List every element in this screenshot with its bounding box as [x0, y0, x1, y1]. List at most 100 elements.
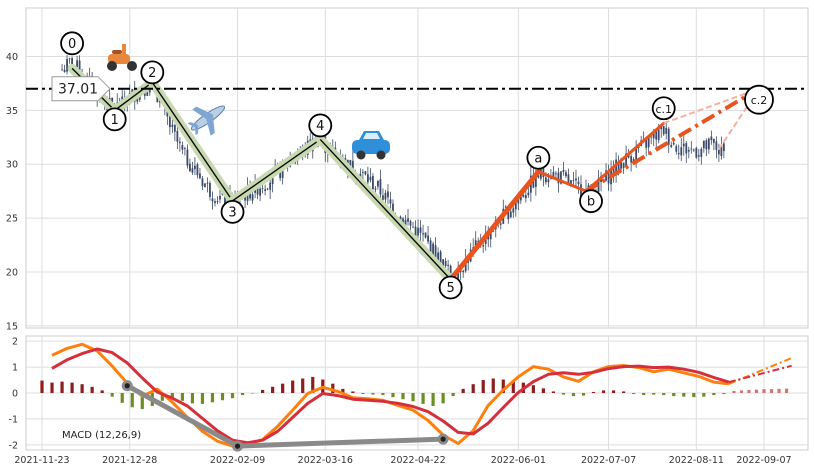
candle-body: [196, 164, 199, 176]
candle-body: [186, 149, 189, 166]
candle-body: [351, 160, 354, 175]
macd-y-tick-label: 1: [12, 363, 18, 374]
candle-body: [407, 218, 409, 222]
car-icon: [352, 131, 390, 160]
macd-histogram-projected-bar: [754, 389, 759, 393]
candle-body: [662, 126, 665, 135]
impulse-wave-line: [151, 81, 234, 202]
divergence-line: [121, 380, 449, 452]
macd-histogram-bar: [712, 393, 716, 396]
price-y-ticks: 15 20 25 30 35 40: [6, 52, 18, 332]
x-tick-label: 2022-03-16: [298, 455, 353, 466]
candle-body: [512, 208, 515, 213]
macd-histogram-bar: [341, 388, 345, 393]
price-y-tick-label: 30: [6, 160, 18, 171]
candle-body: [652, 132, 655, 139]
wave-label-circle: [579, 189, 603, 214]
price-panel: 15 20 25 30 35 40 37.01 0 1 2 3 4 5 a b c.1 c.2: [6, 7, 809, 332]
candle-body: [552, 171, 555, 177]
candle-body: [575, 178, 577, 181]
resistance-line: 37.01: [26, 76, 808, 102]
macd-histogram-bar: [220, 393, 225, 401]
candle-body: [66, 59, 68, 72]
macd-histogram-bar: [291, 380, 295, 393]
impulse-wave-line: [114, 81, 153, 111]
candle-body: [442, 259, 445, 268]
wave-label-circle: [526, 145, 551, 170]
candle-body: [211, 198, 214, 202]
macd-histogram-bar: [441, 393, 445, 404]
candle-body: [224, 193, 226, 206]
macd-histogram-projected-bar: [769, 389, 774, 393]
price-y-tick-label: 15: [6, 321, 18, 332]
candle-body: [261, 188, 264, 190]
macd-histogram-bar: [230, 393, 235, 399]
macd-histogram-projected-bar: [732, 390, 736, 393]
candle-body: [665, 127, 668, 134]
candle-body: [620, 162, 623, 169]
candle-body: [251, 194, 254, 201]
macd-histogram-bar: [371, 393, 375, 395]
wave-label-circle: [102, 107, 127, 132]
wave-label-circle: [308, 113, 333, 138]
candle-body: [647, 137, 650, 148]
macd-histogram-bar: [130, 393, 134, 408]
candle-body: [439, 251, 442, 269]
candle-body: [374, 188, 377, 190]
macd-histogram-bar: [642, 393, 646, 396]
wave-label-text: 2: [148, 66, 156, 81]
macd-histogram-projected-bar: [762, 389, 766, 393]
macd-histogram: [40, 376, 789, 410]
projection-fan-line: [718, 88, 760, 150]
macd-histogram-bar: [541, 388, 545, 393]
icon-layer: [107, 44, 390, 160]
candle-body: [462, 270, 465, 273]
candle-body: [650, 136, 653, 138]
macd-histogram-bar: [491, 378, 495, 393]
candle-body: [514, 202, 517, 210]
projection-fan-line: [663, 87, 760, 125]
candle-body: [199, 173, 201, 179]
candle-body: [712, 138, 715, 143]
candle-body: [429, 240, 432, 256]
macd-histogram-bar: [511, 381, 515, 393]
candle-body: [432, 243, 434, 257]
price-y-tick-label: 20: [6, 267, 18, 278]
candle-body: [176, 130, 179, 142]
macd-histogram-bar: [591, 391, 596, 393]
wave-overlay: [67, 63, 761, 285]
candle-body: [492, 230, 495, 232]
signal-line: [51, 347, 730, 445]
candle-body: [657, 129, 660, 140]
candle-body: [715, 141, 718, 150]
candle-body: [544, 177, 547, 183]
candle-body: [692, 149, 695, 151]
macd-histogram-bar: [361, 393, 365, 395]
candle-body: [387, 191, 389, 198]
candle-body: [617, 161, 620, 171]
macd-histogram-bar: [622, 391, 626, 393]
candle-body: [722, 143, 725, 152]
candle-body: [572, 179, 575, 181]
macd-y-tick-label: -2: [9, 440, 18, 451]
candle-body: [667, 128, 670, 145]
candle-body: [577, 181, 580, 185]
candle-body: [547, 179, 550, 183]
candle-body: [570, 180, 572, 185]
candle-body: [675, 146, 678, 152]
x-axis-ticks: 2021-11-23 2021-12-28 2022-02-09 2022-03-16…: [14, 455, 791, 466]
airplane-wing: [192, 106, 215, 136]
macd-histogram-bar: [140, 393, 144, 410]
macd-histogram-bar: [160, 393, 164, 401]
macd-histogram-bar: [501, 379, 505, 393]
macd-histogram-bar: [180, 393, 184, 401]
macd-histogram-bar: [662, 393, 666, 396]
candle-body: [204, 183, 206, 187]
macd-histogram-bar: [531, 385, 535, 393]
macd-histogram-projected-bar: [739, 390, 744, 393]
candle-body: [702, 140, 705, 149]
candle-body: [63, 69, 66, 72]
candle-body: [477, 240, 480, 243]
x-tick-label: 2022-09-07: [736, 455, 791, 466]
